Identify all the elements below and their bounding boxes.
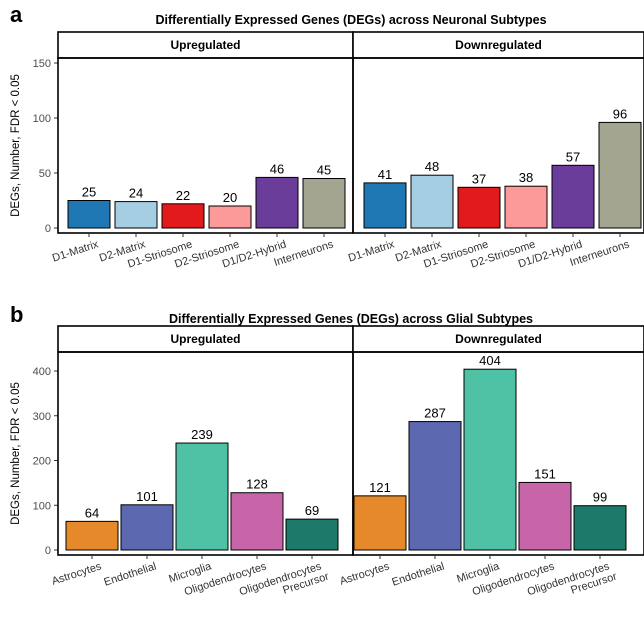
panel-a-letter: a: [10, 2, 23, 27]
panel-a-value-label: 24: [129, 186, 143, 201]
panel-b-bar-down-0: [353, 495, 407, 551]
panel-a-bar-up-2: [161, 203, 205, 229]
panel-b-x-tick-label-line: Endothelial: [390, 560, 445, 588]
panel-b-y-tick-label: 300: [33, 411, 51, 423]
panel-a-value-label: 20: [223, 190, 237, 205]
panel-a-x-tick-label-line: D1-Matrix: [51, 238, 101, 264]
panel-a-plot-panel-1: [352, 57, 644, 234]
panel-b-x-tick-label-line: Endothelial: [102, 560, 157, 588]
panel-a-bar-up-1: [114, 201, 158, 229]
panel-a-y-tick-label: 150: [33, 58, 51, 70]
panel-b-value-label: 64: [85, 505, 99, 520]
panel-b-title: Differentially Expressed Genes (DEGs) ac…: [169, 312, 533, 326]
panel-b-bar-up-2: [175, 442, 229, 551]
panel-b-value-label: 239: [191, 427, 213, 442]
panel-b-y-tick-label: 200: [33, 456, 51, 468]
panel-a-strip-label-1: Downregulated: [455, 38, 542, 52]
panel-b-bar-up-3: [230, 492, 284, 551]
panel-b-value-label: 101: [136, 489, 158, 504]
panel-a-x-tick-label-line: D1-Matrix: [347, 238, 397, 264]
panel-a-bar-up-0: [67, 200, 111, 229]
panel-a-strip-label-0: Upregulated: [170, 38, 240, 52]
panel-a-value-label: 57: [566, 149, 580, 164]
panel-b-letter: b: [10, 302, 23, 327]
panel-b-y-tick-label: 100: [33, 500, 51, 512]
panel-a-value-label: 41: [378, 167, 392, 182]
panel-b-bar-up-4: [285, 518, 339, 551]
panel-b-value-label: 99: [593, 490, 607, 505]
panel-b-y-tick-label: 0: [45, 545, 51, 557]
panel-a-value-label: 46: [270, 161, 284, 176]
panel-b-x-tick-label: Astrocytes: [338, 560, 391, 587]
panel-b-bar-down-2: [463, 368, 517, 551]
panel-a-x-tick-label: D1-Matrix: [51, 238, 101, 264]
panel-a-y-tick-label: 100: [33, 113, 51, 125]
panel-b-bar-down-3: [518, 481, 572, 551]
panel-a-strip-0: [57, 31, 354, 59]
panel-b-strip-0: [57, 325, 354, 353]
panel-b-value-label: 69: [305, 503, 319, 518]
panel-b-value-label: 121: [369, 480, 391, 495]
panel-a-bar-up-3: [208, 205, 252, 229]
panel-a-value-label: 96: [613, 106, 627, 121]
panel-a-x-tick-label: D1-Matrix: [347, 238, 397, 264]
panel-a-value-label: 37: [472, 171, 486, 186]
panel-a-value-label: 45: [317, 163, 331, 178]
panel-b-y-tick-label: 400: [33, 366, 51, 378]
panel-a-y-tick-label: 50: [39, 168, 51, 180]
panel-b-x-tick-label: Astrocytes: [50, 560, 103, 587]
panel-a-value-label: 38: [519, 170, 533, 185]
panel-b-x-tick-label-line: Astrocytes: [338, 560, 391, 587]
panel-a-y-tick-label: 0: [45, 223, 51, 235]
panel-a-bar-down-3: [504, 185, 548, 229]
panel-b-x-tick-label-line: Astrocytes: [50, 560, 103, 587]
panel-b-value-label: 287: [424, 406, 446, 421]
panel-a-value-label: 25: [82, 185, 96, 200]
panel-b-plot-panel-1: [352, 351, 644, 556]
panel-a-title: Differentially Expressed Genes (DEGs) ac…: [155, 13, 546, 27]
panel-a-y-axis-label: DEGs, Number, FDR < 0.05: [10, 74, 22, 217]
panel-a-value-label: 22: [176, 188, 190, 203]
panel-b-y-axis-label: DEGs, Number, FDR < 0.05: [10, 382, 22, 525]
panel-b-bar-up-0: [65, 520, 119, 551]
panel-a-bar-up-5: [302, 178, 346, 229]
panel-a-bar-up-4: [255, 176, 299, 229]
panel-a-bar-down-4: [551, 164, 595, 229]
panel-a-value-label: 48: [425, 159, 439, 174]
panel-b-bar-down-1: [408, 421, 462, 551]
panel-b-bar-down-4: [573, 505, 627, 551]
panel-b-strip-label-0: Upregulated: [170, 332, 240, 346]
panel-b-x-tick-label: Endothelial: [390, 560, 445, 588]
panel-b-value-label: 404: [479, 353, 501, 368]
panel-b-value-label: 128: [246, 477, 268, 492]
panel-a-bar-down-5: [598, 121, 642, 229]
panel-a-bar-down-2: [457, 186, 501, 229]
panel-a-bar-down-0: [363, 182, 407, 229]
panel-b-x-tick-label: Endothelial: [102, 560, 157, 588]
panel-a-bar-down-1: [410, 174, 454, 229]
panel-b-value-label: 151: [534, 466, 556, 481]
panel-b-strip-label-1: Downregulated: [455, 332, 542, 346]
panel-a-strip-1: [352, 31, 644, 59]
panel-b-bar-up-1: [120, 504, 174, 551]
